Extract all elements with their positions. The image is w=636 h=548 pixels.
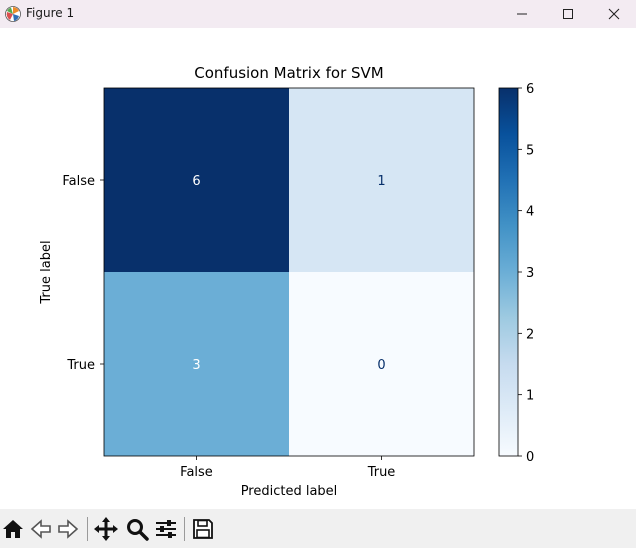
axis-ticks: False True False True [62,174,395,480]
zoom-button[interactable] [124,517,150,541]
window-title: Figure 1 [26,6,75,20]
close-button[interactable] [591,0,636,28]
x-axis-label: Predicted label [241,484,338,499]
matrix-cell [289,88,474,272]
cell-value-label: 1 [377,174,385,189]
navigation-toolbar [0,509,636,548]
toolbar-separator [87,517,88,541]
x-tick-label: False [180,465,213,480]
forward-icon [58,519,79,539]
cell-value-label: 0 [377,358,385,373]
colorbar [498,87,519,457]
matrix-cell [289,272,474,456]
y-tick-label: False [62,174,95,189]
colorbar-tick-label: 2 [526,327,534,342]
configure-subplots-button[interactable] [153,517,179,541]
back-button[interactable] [28,517,54,541]
home-icon [3,520,23,538]
maximize-icon [563,9,573,19]
save-icon [193,519,213,539]
colorbar-ticks: 0 1 2 3 4 5 6 [518,82,534,465]
axes-frame [103,87,475,457]
pan-icon [94,517,118,541]
y-tick-label: True [66,358,95,373]
pan-button[interactable] [93,517,119,541]
close-icon [608,8,620,20]
colorbar-tick-label: 1 [526,389,534,404]
x-tick-label: True [367,465,396,480]
colorbar-tick-label: 3 [526,266,534,281]
cell-value-label: 3 [192,358,200,373]
colorbar-tick-label: 4 [526,205,534,220]
matrix-cell [104,272,289,456]
chart-title: Confusion Matrix for SVM [194,64,384,82]
forward-button[interactable] [55,517,81,541]
maximize-button[interactable] [545,0,591,28]
home-button[interactable] [0,517,26,541]
configure-subplots-icon [156,520,176,538]
confusion-matrix-chart: Confusion Matrix for SVM 6 13 0 False TrueF… [39,64,534,499]
minimize-icon [517,13,527,15]
window-titlebar: Figure 1 [0,0,636,28]
matplotlib-logo-icon [5,6,21,22]
save-button[interactable] [190,517,216,541]
back-icon [30,519,51,539]
colorbar-tick-label: 6 [526,82,534,97]
y-axis-label: True label [39,240,54,304]
colorbar-tick-label: 5 [526,143,534,158]
zoom-icon [127,519,149,541]
colorbar-tick-label: 0 [526,450,534,465]
matrix-cells: 6 1 3 0 [104,88,474,456]
cell-value-label: 6 [192,174,200,189]
matrix-cell [104,88,289,272]
minimize-button[interactable] [499,0,545,28]
toolbar-separator [184,517,185,541]
